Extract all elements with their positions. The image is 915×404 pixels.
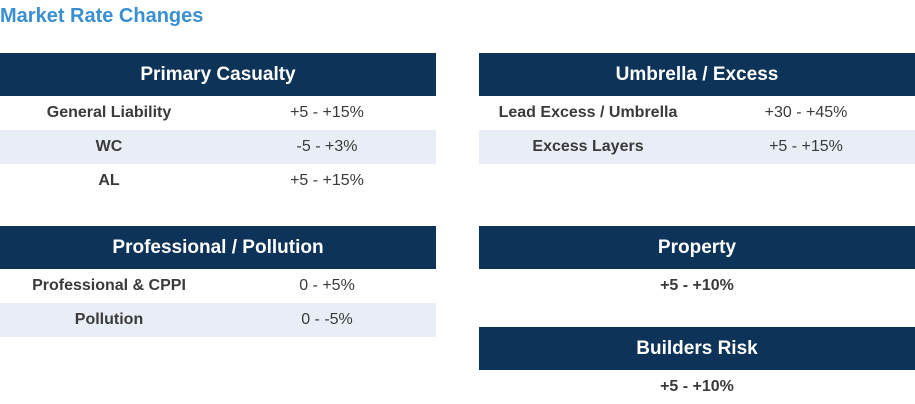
row-value: +30 - +45% xyxy=(764,104,848,121)
row-value: 0 - +5% xyxy=(299,277,355,294)
builders-risk-value: +5 - +10% xyxy=(660,378,734,395)
row-label: Lead Excess / Umbrella xyxy=(498,104,678,121)
table-row: Pollution 0 - -5% xyxy=(0,303,436,337)
row-label: Professional & CPPI xyxy=(32,277,186,294)
row-value: +5 - +15% xyxy=(769,138,843,155)
table-row: General Liability +5 - +15% xyxy=(0,96,436,130)
row-label: General Liability xyxy=(46,104,172,121)
primary-casualty-panel: Primary Casualty General Liability +5 - … xyxy=(0,53,436,198)
row-value: 0 - -5% xyxy=(301,311,353,328)
table-row: AL +5 - +15% xyxy=(0,164,436,198)
table-row: WC -5 - +3% xyxy=(0,130,436,164)
property-panel: Property +5 - +10% xyxy=(479,226,915,303)
row-value: -5 - +3% xyxy=(296,138,358,155)
table-row: Excess Layers +5 - +15% xyxy=(479,130,915,164)
builders-risk-header: Builders Risk xyxy=(479,327,915,370)
property-value: +5 - +10% xyxy=(660,277,734,294)
umbrella-excess-header: Umbrella / Excess xyxy=(479,53,915,96)
row-label: AL xyxy=(98,172,120,189)
umbrella-excess-panel: Umbrella / Excess Lead Excess / Umbrella… xyxy=(479,53,915,164)
table-row: Lead Excess / Umbrella +30 - +45% xyxy=(479,96,915,130)
row-value: +5 - +15% xyxy=(290,104,364,121)
row-label: Pollution xyxy=(74,311,144,328)
row-value: +5 - +15% xyxy=(290,172,364,189)
table-row: Professional & CPPI 0 - +5% xyxy=(0,269,436,303)
builders-risk-panel: Builders Risk +5 - +10% xyxy=(479,327,915,404)
row-label: Excess Layers xyxy=(532,138,644,155)
page-title: Market Rate Changes xyxy=(0,5,204,27)
primary-casualty-header: Primary Casualty xyxy=(0,53,436,96)
property-header: Property xyxy=(479,226,915,269)
row-label: WC xyxy=(95,138,123,155)
professional-pollution-panel: Professional / Pollution Professional & … xyxy=(0,226,436,337)
professional-pollution-header: Professional / Pollution xyxy=(0,226,436,269)
